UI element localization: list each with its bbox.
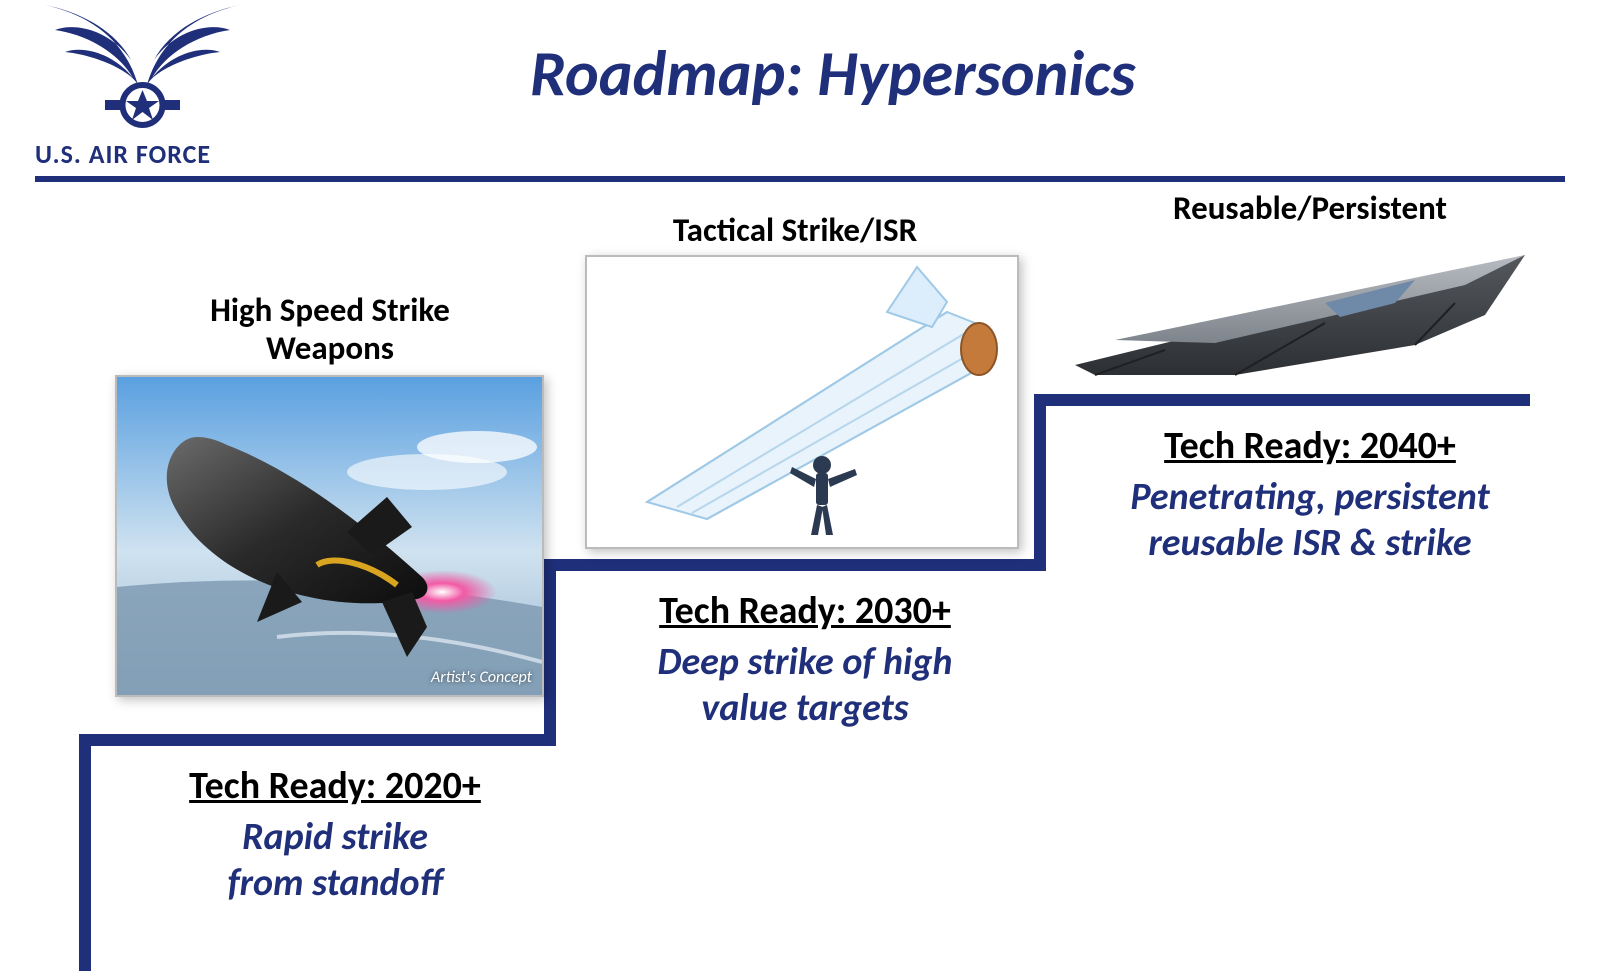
step1-caption: Tech Ready: 2020+ Rapid strike from stan… — [150, 763, 520, 906]
step3-caption: Tech Ready: 2040+ Penetrating, persisten… — [1065, 423, 1555, 566]
step1-heading-l1: High Speed Strike — [210, 290, 450, 330]
step2-heading: Tactical Strike/ISR — [610, 212, 980, 250]
step2-caption: Tech Ready: 2030+ Deep strike of high va… — [590, 588, 1020, 731]
step3-desc: Penetrating, persistent reusable ISR & s… — [1065, 475, 1555, 566]
step3-image — [1055, 225, 1555, 390]
step1-heading: High Speed Strike Weapons — [140, 292, 520, 368]
step2-tech-ready: Tech Ready: 2030+ — [590, 588, 1020, 634]
step1-tech-ready: Tech Ready: 2020+ — [150, 763, 520, 809]
step2-image — [585, 255, 1019, 549]
slide: U.S. AIR FORCE Roadmap: Hypersonics High… — [0, 0, 1600, 971]
step2-desc: Deep strike of high value targets — [590, 640, 1020, 731]
step3-tech-ready: Tech Ready: 2040+ — [1065, 423, 1555, 469]
artist-concept-tag: Artist's Concept — [431, 668, 532, 687]
step3-heading: Reusable/Persistent — [1080, 190, 1540, 228]
step1-desc: Rapid strike from standoff — [150, 815, 520, 906]
step1-image: Artist's Concept — [115, 375, 544, 697]
hypersonic-aircraft-icon — [1075, 255, 1525, 375]
step1-heading-l2: Weapons — [266, 328, 394, 368]
